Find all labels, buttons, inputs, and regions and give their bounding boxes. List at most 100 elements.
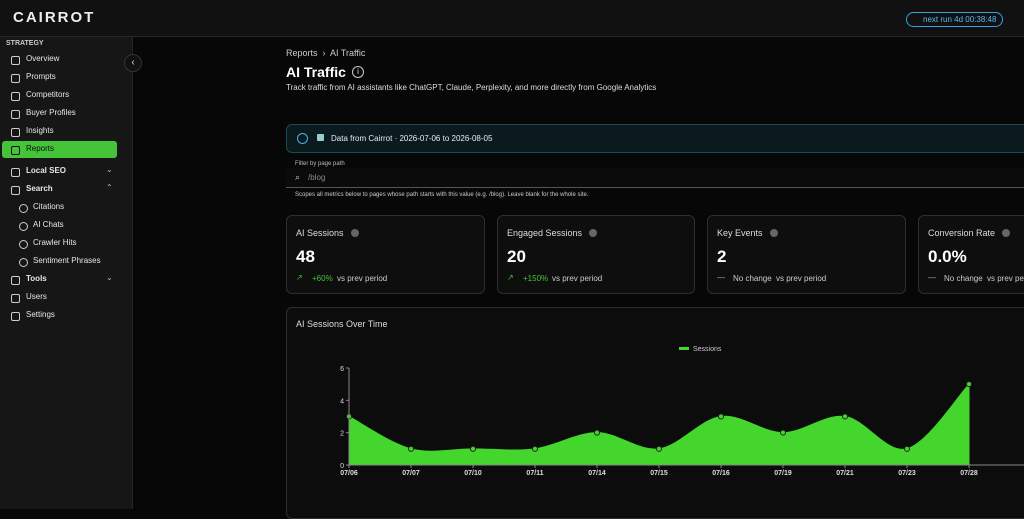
nav-subitem[interactable]: AI Chats [33, 220, 64, 229]
sidebar: STRATEGY Overview Prompts Competitors Buyer … [0, 37, 133, 509]
nav-section: STRATEGY [6, 40, 44, 47]
legend-label: Sessions [693, 346, 722, 353]
card-title: Conversion Rate [928, 228, 996, 238]
page-title: AI Traffic [286, 64, 346, 80]
nav-item[interactable]: Overview [26, 54, 60, 63]
nav-icon [11, 168, 20, 177]
y-tick-label: 0 [340, 463, 344, 470]
logo[interactable]: CAIRROT [13, 9, 96, 26]
card-title: Key Events [717, 228, 763, 238]
x-tick-label: 07/10 [464, 470, 482, 477]
x-tick-label: 07/15 [650, 470, 668, 477]
nav-item[interactable]: Users [26, 292, 47, 301]
x-tick-label: 07/14 [588, 470, 606, 477]
nav-item[interactable]: Reports [26, 144, 55, 153]
nav-subitem[interactable]: Citations [33, 202, 65, 211]
y-tick-label: 6 [340, 366, 344, 373]
card-compare: vs prev period [552, 274, 603, 283]
next-run: next run 4d 00:38:48 [906, 12, 1004, 27]
card-change: No change [733, 274, 772, 283]
info-icon[interactable]: i [352, 66, 364, 78]
data-point [842, 413, 848, 420]
breadcrumb-current: AI Traffic [330, 48, 366, 58]
x-tick-label: 07/11 [526, 470, 543, 477]
x-tick-label: 07/23 [898, 470, 916, 477]
nav-icon [11, 128, 20, 137]
card-compare: vs prev period [987, 274, 1024, 283]
nav-icon [11, 294, 20, 303]
chart-title: AI Sessions Over Time [296, 319, 388, 329]
nav-item[interactable]: Insights [26, 126, 54, 135]
filter-label: Filter by page path [295, 161, 345, 167]
banner-chart-icon [317, 134, 324, 141]
metric-card: Engaged Sessions 20 ↗ +150% vs prev period [497, 215, 695, 294]
card-change: No change [944, 274, 983, 283]
nav-icon [11, 110, 20, 119]
x-tick-label: 07/21 [836, 470, 854, 477]
x-tick-label: 07/28 [960, 470, 978, 477]
legend-swatch [679, 347, 689, 350]
card-compare: vs prev period [776, 274, 827, 283]
nav-item[interactable]: Local SEO [26, 166, 67, 175]
page-subtitle: Track traffic from AI assistants like Ch… [286, 83, 657, 92]
card-change: +60% [312, 274, 333, 283]
x-tick-label: 07/19 [774, 470, 792, 477]
nav-subitem[interactable]: Sentiment Phrases [33, 256, 101, 265]
data-point [656, 445, 662, 452]
chart-panel [286, 307, 1024, 519]
data-banner: Data from Cairrot · 2026-07-06 to 2026-0… [286, 124, 1024, 153]
y-tick-label: 2 [340, 431, 344, 438]
trend-icon: — [928, 273, 936, 282]
x-tick-label: 07/16 [712, 470, 730, 477]
card-change: +150% [523, 274, 549, 283]
filter-input[interactable]: ⌕ /blog [286, 168, 1024, 188]
nav-item[interactable]: Search [26, 184, 53, 193]
card-compare: vs prev period [337, 274, 388, 283]
data-point [408, 445, 414, 452]
nav-chevron[interactable]: ⌄ [106, 273, 113, 282]
nav-item[interactable]: Tools [26, 274, 47, 283]
search-icon: ⌕ [295, 172, 301, 182]
metric-card: Conversion Rate 0.0% — No change vs prev per… [918, 215, 1024, 294]
nav-icon [19, 258, 28, 267]
nav-icon [11, 74, 20, 83]
nav-icon [19, 204, 28, 213]
collapse-button[interactable]: ‹ [124, 54, 142, 72]
nav-item[interactable]: Buyer Profiles [26, 108, 76, 117]
filter-placeholder: /blog [308, 173, 326, 182]
metric-card: Key Events 2 — No change vs prev period [707, 215, 906, 294]
top-bar: CAIRROT next run 4d 00:38:48 [0, 0, 1024, 37]
banner-icon [297, 133, 308, 144]
area [348, 382, 970, 466]
data-point [470, 445, 476, 452]
breadcrumb-link[interactable]: Reports [286, 48, 318, 58]
metric-card: AI Sessions 48 ↗ +60% vs prev period [286, 215, 485, 294]
data-point [780, 429, 786, 436]
nav-item[interactable]: Competitors [26, 90, 70, 99]
nav-icon [11, 276, 20, 285]
card-info[interactable] [1002, 229, 1010, 237]
card-info[interactable] [770, 229, 778, 237]
nav-chevron[interactable]: ⌄ [106, 165, 113, 174]
card-info[interactable] [351, 229, 359, 237]
data-point [594, 429, 600, 436]
nav-chevron[interactable]: ⌃ [106, 183, 113, 192]
card-info[interactable] [589, 229, 597, 237]
breadcrumb: Reports › AI Traffic [286, 48, 366, 58]
trend-icon: — [717, 273, 725, 282]
nav-item[interactable]: Prompts [26, 72, 56, 81]
y-tick-label: 4 [340, 398, 344, 405]
trend-icon: ↗ [296, 273, 303, 282]
nav-icon [11, 92, 20, 101]
trend-icon: ↗ [507, 273, 514, 282]
nav-active [2, 141, 117, 158]
filter-help: Scopes all metrics below to pages whose … [295, 192, 589, 198]
nav-subitem[interactable]: Crawler Hits [33, 238, 77, 247]
nav-icon [11, 146, 20, 155]
data-point [904, 445, 910, 452]
nav-icon [11, 312, 20, 321]
nav-item[interactable]: Settings [26, 310, 55, 319]
x-tick-label: 07/06 [340, 470, 358, 477]
